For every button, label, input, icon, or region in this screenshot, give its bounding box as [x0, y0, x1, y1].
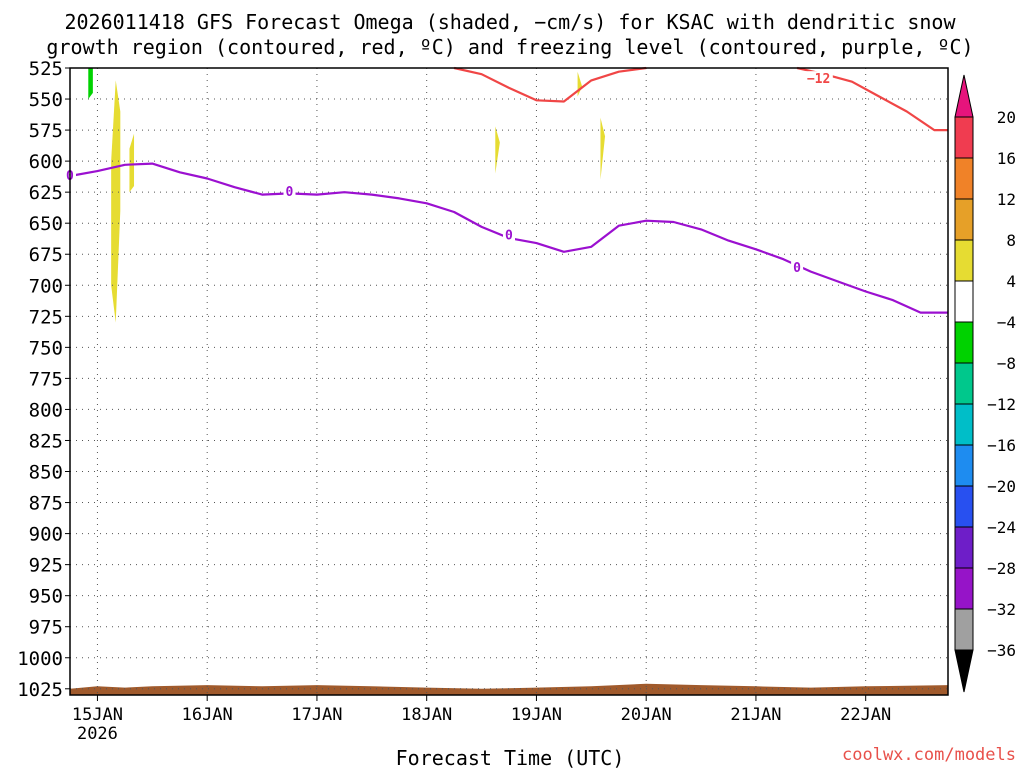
colorbar-label-4: 4: [1006, 272, 1016, 291]
y-tick-label-15: 900: [29, 524, 63, 546]
plot-frame: [69, 67, 949, 696]
y-tick-label-2: 575: [29, 120, 63, 142]
y-axis: 525 550 575 600 625 650 675 700 725 750 775 800 825 8…: [17, 58, 70, 701]
freezing-level-label-bg-1: [283, 184, 296, 199]
grid-layer: [70, 68, 948, 695]
x-tick-label-3: 18JAN: [401, 705, 452, 725]
y-tick-label-19: 1000: [17, 648, 63, 670]
x-tick-label-7: 22JAN: [840, 705, 891, 725]
terrain-fill: [70, 683, 948, 695]
colorbar-box-6: [954, 362, 974, 405]
y-tick-label-12: 825: [29, 430, 63, 452]
omega-region-1: [111, 80, 121, 323]
colorbar-box-9: [954, 485, 974, 528]
freezing-level-label-bg-3: [791, 259, 804, 274]
y-tick-label-4: 625: [29, 182, 63, 204]
freezing-level-label-bg-2: [503, 227, 515, 242]
x-axis-label: Forecast Time (UTC): [396, 746, 625, 768]
colorbar-box-11: [954, 567, 974, 610]
x-tick-sublabel-0: 2026: [77, 724, 118, 744]
colorbar-label-6: −8: [997, 354, 1016, 373]
colorbar-box-2: [954, 198, 974, 241]
dgz-contour-label-0: −12: [807, 72, 830, 87]
freezing-level-label-1: 0: [286, 185, 294, 200]
colorbar-label-11: −28: [987, 559, 1016, 578]
freezing-level-label-3: 0: [793, 261, 801, 276]
y-tick-label-14: 875: [29, 493, 63, 515]
omega-shading-layer: [88, 68, 606, 323]
x-tick-label-4: 19JAN: [511, 705, 562, 725]
colorbar-label-10: −24: [987, 518, 1016, 537]
colorbar-box-0: [954, 116, 974, 159]
x-tick-label-0: 15JAN: [72, 705, 123, 725]
colorbar-label-1: 16: [997, 149, 1016, 168]
x-tick-label-6: 21JAN: [730, 705, 781, 725]
colorbar-box-7: [954, 403, 974, 446]
y-tick-label-0: 525: [29, 58, 63, 80]
colorbar-box-3: [954, 239, 974, 282]
y-tick-label-8: 725: [29, 306, 63, 328]
omega-region-3: [495, 126, 500, 174]
dgz-contour-label-bg-0: [804, 71, 833, 86]
y-tick-label-17: 950: [29, 586, 63, 608]
y-tick-label-7: 700: [29, 275, 63, 297]
y-tick-label-6: 675: [29, 244, 63, 266]
x-tick-label-1: 16JAN: [182, 705, 233, 725]
y-tick-label-18: 975: [29, 617, 63, 639]
colorbar: 20 16 12 8 4 −4 −8 −12 −16 −20 −24 −28 −32 −36: [954, 74, 1016, 693]
colorbar-label-5: −4: [997, 313, 1016, 332]
freezing-level-label-2: 0: [505, 229, 513, 244]
y-tick-label-13: 850: [29, 462, 63, 484]
colorbar-box-10: [954, 526, 974, 569]
colorbar-label-2: 12: [997, 190, 1016, 209]
y-tick-label-5: 650: [29, 213, 63, 235]
colorbar-label-8: −16: [987, 436, 1016, 455]
omega-region-0: [88, 68, 93, 100]
y-tick-label-11: 800: [29, 399, 63, 421]
colorbar-box-1: [954, 157, 974, 200]
colorbar-label-9: −20: [987, 477, 1016, 496]
colorbar-label-0: 20: [997, 108, 1016, 127]
omega-region-5: [600, 117, 606, 180]
colorbar-label-3: 8: [1006, 231, 1016, 250]
y-tick-label-16: 925: [29, 555, 63, 577]
omega-region-2: [129, 133, 135, 193]
dgz-contour-line-0: [453, 66, 647, 103]
chart-title-line2: growth region (contoured, red, ºC) and f…: [46, 35, 973, 59]
x-tick-label-2: 17JAN: [291, 705, 342, 725]
colorbar-box-12: [954, 608, 974, 651]
y-tick-label-20: 1025: [17, 679, 63, 701]
chart-title-line1: 2026011418 GFS Forecast Omega (shaded, −…: [64, 10, 956, 34]
x-tick-label-5: 20JAN: [621, 705, 672, 725]
y-tick-label-9: 750: [29, 337, 63, 359]
y-tick-label-10: 775: [29, 368, 63, 390]
y-tick-label-3: 600: [29, 151, 63, 173]
terrain-layer: [70, 683, 948, 695]
credit-text: coolwx.com/models: [842, 745, 1016, 765]
colorbar-box-5: [954, 321, 974, 364]
colorbar-label-13: −36: [987, 641, 1016, 660]
colorbar-label-12: −32: [987, 600, 1016, 619]
colorbar-label-7: −12: [987, 395, 1016, 414]
y-tick-label-1: 550: [29, 89, 63, 111]
colorbar-under-triangle: [954, 649, 974, 693]
colorbar-box-8: [954, 444, 974, 487]
colorbar-box-4: [954, 280, 974, 323]
